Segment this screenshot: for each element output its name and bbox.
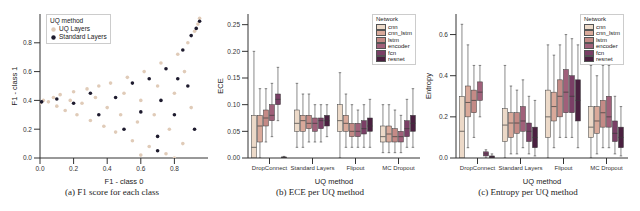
svg-text:0.8: 0.8 — [23, 39, 32, 46]
html-text:cnn_lstm: cnn_lstm — [596, 30, 620, 36]
html-text:lstm: lstm — [388, 36, 399, 43]
svg-text:ECE: ECE — [216, 78, 225, 93]
svg-text:UQ method: UQ method — [315, 177, 353, 186]
svg-text:0.0: 0.0 — [439, 154, 448, 161]
svg-text:0.8: 0.8 — [170, 165, 179, 172]
svg-text:UQ method: UQ method — [523, 177, 561, 186]
svg-text:0.0: 0.0 — [35, 165, 44, 172]
svg-text:0.10: 0.10 — [227, 101, 240, 108]
svg-text:DropConnect: DropConnect — [252, 165, 288, 171]
svg-text:F1 - class 0: F1 - class 0 — [105, 177, 144, 186]
svg-text:0.6: 0.6 — [439, 31, 448, 38]
svg-text:0.4: 0.4 — [439, 72, 448, 79]
svg-text:Entropy: Entropy — [424, 73, 433, 99]
html-text:UQ method: UQ method — [50, 17, 84, 24]
html-text:resnet: resnet — [388, 56, 405, 62]
svg-text:MC Dropout: MC Dropout — [590, 165, 623, 171]
svg-text:0.6: 0.6 — [23, 68, 32, 75]
svg-text:0.05: 0.05 — [227, 128, 240, 135]
html-text:Network: Network — [584, 16, 606, 22]
svg-text:0.4: 0.4 — [103, 165, 112, 172]
svg-text:0.2: 0.2 — [23, 126, 32, 133]
html-text:Standard Layers: Standard Layers — [59, 33, 107, 40]
svg-text:0.25: 0.25 — [227, 21, 240, 28]
html-text:fcn: fcn — [388, 49, 396, 56]
svg-text:Standard Layers: Standard Layers — [498, 165, 542, 171]
html-text:(a) F1 score for each class: (a) F1 score for each class — [64, 187, 160, 197]
svg-text:0.0: 0.0 — [23, 154, 32, 161]
html-text:encoder: encoder — [596, 43, 618, 49]
html-text:Network: Network — [376, 16, 398, 22]
svg-text:0.15: 0.15 — [227, 74, 240, 81]
svg-text:Flipout: Flipout — [346, 165, 364, 171]
html-text:(c) Entropy per UQ method: (c) Entropy per UQ method — [478, 187, 578, 197]
svg-text:0.6: 0.6 — [136, 165, 145, 172]
svg-text:Flipout: Flipout — [554, 165, 572, 171]
html-text:cnn: cnn — [596, 23, 606, 30]
html-text:(b) ECE per UQ method: (b) ECE per UQ method — [276, 187, 364, 197]
svg-text:0.00: 0.00 — [227, 154, 240, 161]
svg-text:DropConnect: DropConnect — [460, 165, 496, 171]
html-text:cnn_lstm: cnn_lstm — [388, 30, 412, 36]
html-text:cnn: cnn — [388, 23, 398, 30]
html-text:UQ Layers: UQ Layers — [59, 25, 91, 32]
html-text:resnet: resnet — [596, 56, 613, 62]
svg-text:0.4: 0.4 — [23, 97, 32, 104]
svg-text:0.20: 0.20 — [227, 48, 240, 55]
html-text:encoder: encoder — [388, 43, 410, 49]
html-text:lstm: lstm — [596, 36, 607, 43]
svg-text:0.2: 0.2 — [69, 165, 78, 172]
svg-text:F1 - class 1: F1 - class 1 — [10, 67, 19, 106]
svg-text:0.2: 0.2 — [439, 113, 448, 120]
html-text:fcn: fcn — [596, 49, 604, 56]
svg-text:MC Dropout: MC Dropout — [382, 165, 415, 171]
svg-text:Standard Layers: Standard Layers — [290, 165, 334, 171]
